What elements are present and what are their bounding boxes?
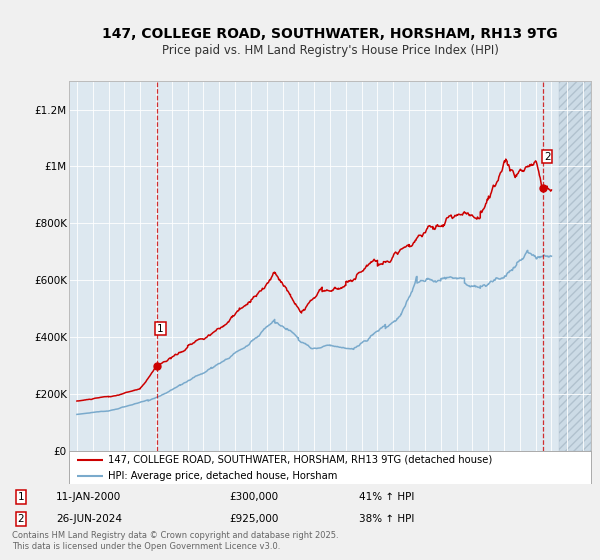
Text: HPI: Average price, detached house, Horsham: HPI: Average price, detached house, Hors…: [108, 471, 338, 481]
Text: 38% ↑ HPI: 38% ↑ HPI: [359, 514, 414, 524]
Text: 2: 2: [17, 514, 24, 524]
Text: £300,000: £300,000: [229, 492, 278, 502]
Text: 147, COLLEGE ROAD, SOUTHWATER, HORSHAM, RH13 9TG (detached house): 147, COLLEGE ROAD, SOUTHWATER, HORSHAM, …: [108, 455, 493, 465]
Text: Contains HM Land Registry data © Crown copyright and database right 2025.
This d: Contains HM Land Registry data © Crown c…: [12, 531, 338, 552]
Text: 41% ↑ HPI: 41% ↑ HPI: [359, 492, 414, 502]
Text: 147, COLLEGE ROAD, SOUTHWATER, HORSHAM, RH13 9TG: 147, COLLEGE ROAD, SOUTHWATER, HORSHAM, …: [102, 27, 558, 41]
Text: Price paid vs. HM Land Registry's House Price Index (HPI): Price paid vs. HM Land Registry's House …: [161, 44, 499, 57]
Text: 11-JAN-2000: 11-JAN-2000: [56, 492, 121, 502]
Text: 2: 2: [544, 152, 550, 161]
Text: £925,000: £925,000: [229, 514, 279, 524]
Text: 26-JUN-2024: 26-JUN-2024: [56, 514, 122, 524]
Text: 1: 1: [17, 492, 24, 502]
Text: 1: 1: [157, 324, 164, 334]
